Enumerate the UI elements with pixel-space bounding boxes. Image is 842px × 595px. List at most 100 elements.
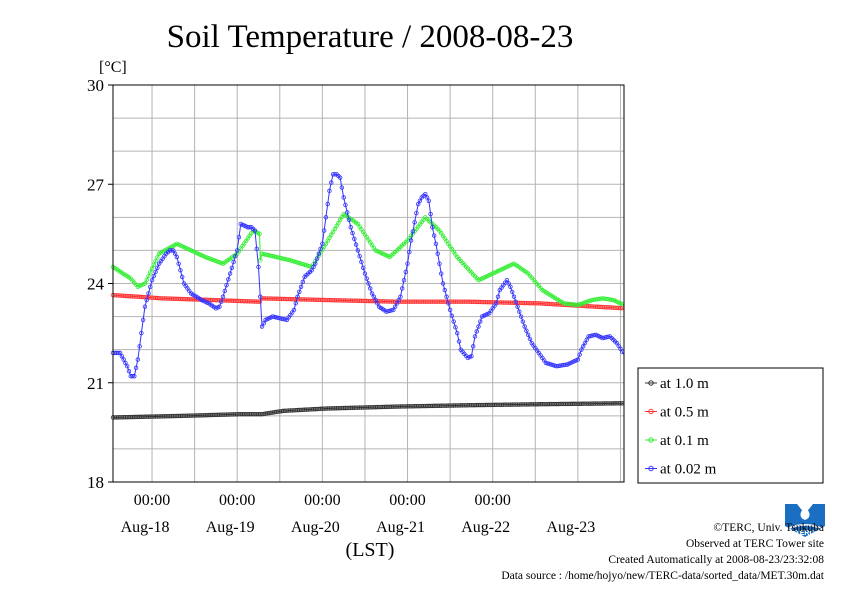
data-point — [517, 309, 522, 314]
data-point — [350, 230, 355, 236]
data-point — [478, 319, 483, 324]
y-tick-label: 30 — [87, 76, 104, 95]
data-point — [424, 195, 430, 200]
data-point — [476, 324, 481, 329]
data-point — [575, 357, 581, 362]
legend-swatch-marker — [648, 408, 654, 415]
data-point — [442, 287, 447, 293]
data-point — [352, 236, 357, 242]
data-point — [256, 264, 261, 270]
data-point — [146, 273, 151, 279]
data-point — [257, 299, 263, 304]
data-point — [258, 258, 263, 263]
data-point — [582, 340, 588, 346]
data-point — [472, 334, 478, 339]
data-point — [508, 284, 513, 290]
data-point — [440, 281, 446, 286]
data-point — [172, 251, 178, 256]
data-point — [447, 307, 453, 313]
copyright-text: ©TERC, Univ. Tsukuba — [713, 522, 824, 534]
data-point — [169, 248, 174, 253]
data-point — [130, 373, 135, 379]
data-point — [321, 228, 327, 233]
series-at-0-5-m — [110, 292, 625, 311]
data-point — [398, 294, 403, 299]
data-point — [579, 347, 584, 352]
x-tick-time-label: 00:00 — [304, 492, 340, 509]
data-point — [226, 277, 231, 282]
data-point — [428, 211, 433, 217]
data-point — [430, 225, 435, 230]
data-point — [329, 180, 334, 185]
data-point — [343, 202, 348, 208]
data-point — [369, 291, 375, 296]
data-point — [224, 282, 229, 288]
data-point — [151, 273, 157, 279]
data-point — [149, 277, 155, 283]
data-point — [220, 294, 226, 299]
data-point — [217, 304, 222, 309]
series-layer — [110, 172, 625, 420]
data-point — [577, 352, 582, 357]
data-point — [259, 324, 265, 329]
data-point — [474, 329, 479, 334]
data-point — [155, 255, 160, 260]
data-point — [518, 314, 524, 319]
legend-swatch-marker — [648, 465, 654, 472]
data-point — [396, 297, 401, 303]
data-point — [435, 251, 440, 256]
data-point — [426, 198, 432, 203]
data-point — [309, 268, 314, 273]
data-point — [405, 261, 410, 266]
x-tick-time-label: 00:00 — [389, 492, 425, 509]
data-point — [437, 261, 442, 266]
data-point — [298, 284, 304, 290]
y-axis-unit: [°C] — [99, 59, 127, 76]
data-point — [135, 357, 141, 362]
data-point — [123, 360, 128, 366]
chart-title: Soil Temperature / 2008-08-23 — [167, 19, 574, 55]
data-point — [414, 210, 419, 216]
data-point — [236, 234, 242, 240]
data-point — [254, 246, 259, 251]
legend-swatch-marker — [648, 437, 654, 443]
legend-entry-label: at 0.5 m — [660, 405, 709, 421]
data-point — [171, 248, 176, 253]
data-point — [318, 246, 323, 251]
data-point — [339, 185, 345, 190]
data-point — [400, 286, 405, 291]
logo-text: TERC — [795, 530, 814, 537]
data-point — [132, 373, 137, 379]
data-point — [389, 308, 394, 313]
data-point — [219, 299, 224, 304]
series-at-0-02-m — [110, 172, 625, 379]
y-tick-label: 18 — [87, 473, 104, 492]
data-point — [320, 241, 325, 246]
source-text: Data source : /home/hojyo/new/TERC-data/… — [501, 570, 824, 582]
x-tick-time-label: 00:00 — [474, 492, 510, 509]
data-point — [153, 269, 158, 275]
terc-logo: TERC — [783, 502, 827, 538]
legend: at 1.0 m at 0.5 m at 0.1 m at 0.02 m — [637, 367, 824, 484]
observed-text: Observed at TERC Tower site — [685, 538, 824, 550]
data-point — [451, 319, 456, 324]
x-tick-time-label: 00:00 — [134, 492, 170, 509]
data-point — [155, 265, 160, 270]
credits-block: ©TERC, Univ. Tsukuba Observed at TERC To… — [501, 520, 824, 584]
data-point — [252, 228, 258, 233]
data-point — [311, 264, 316, 270]
data-point — [515, 304, 520, 309]
y-tick-label: 24 — [87, 275, 105, 294]
data-point — [137, 344, 142, 349]
data-point — [423, 191, 428, 197]
x-tick-date-label: Aug-20 — [291, 519, 340, 536]
data-point — [401, 277, 407, 283]
data-point — [453, 325, 458, 330]
data-point — [431, 233, 437, 238]
data-point — [323, 215, 329, 220]
data-point — [149, 266, 155, 271]
data-point — [119, 354, 125, 359]
data-point — [332, 172, 337, 177]
data-point — [511, 294, 517, 299]
